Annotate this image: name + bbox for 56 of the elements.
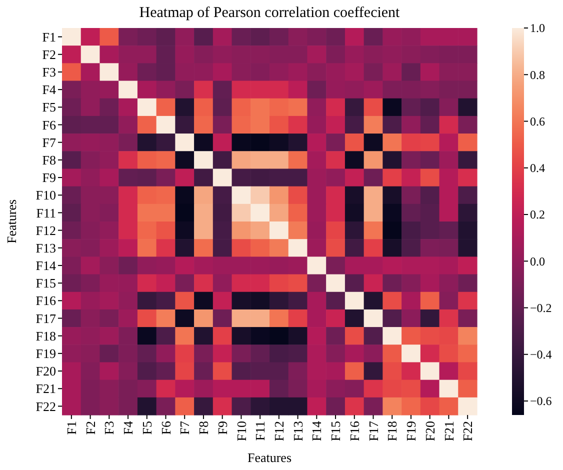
x-tick-label: F12 [271,421,286,442]
x-axis-title: Features [247,450,292,465]
x-tick-label: F10 [234,421,249,442]
color-bar-label: 0.8 [530,68,545,82]
y-tick-label: F17 [36,310,56,326]
y-tick-label: F12 [36,222,56,238]
x-tick-label: F20 [422,421,438,442]
x-tick-label: F17 [366,420,381,442]
y-tick-label: F3 [42,64,56,80]
x-tick-label: F7 [177,420,192,435]
x-tick-label: F16 [346,420,362,442]
y-tick-label: F5 [42,100,56,115]
x-tick-label: F3 [102,421,117,435]
y-tick-label: F13 [36,240,56,256]
x-tick-label: F14 [309,420,324,442]
color-bar-label: −0.4 [530,348,552,362]
y-tick-label: F14 [36,258,56,274]
x-tick-label: F5 [139,421,154,435]
x-tick-label: F1 [64,421,79,435]
y-tick-label: F2 [42,46,56,62]
y-tick-label: F21 [36,381,56,396]
y-tick-label: F9 [42,170,56,186]
y-tick-label: F8 [42,152,56,168]
y-tick-label: F6 [42,117,56,132]
x-tick-label: F22 [460,421,476,442]
y-tick-label: F11 [36,205,56,220]
x-tick-label: F11 [252,421,268,441]
color-bar-label: 0.4 [530,161,545,176]
color-bar-label: 0.6 [530,114,545,128]
x-tick-label: F13 [290,421,306,442]
x-tick-label: F21 [441,421,456,442]
chart-title: Heatmap of Pearson correlation coeffecient [139,5,401,21]
y-tick-label: F20 [36,364,56,379]
color-bar-label: −0.2 [530,300,552,315]
x-tick-label: F2 [82,421,98,435]
y-tick-label: F22 [36,398,56,414]
y-tick-label: F4 [42,82,56,98]
color-bar-label: −0.6 [530,394,552,408]
y-tick-label: F15 [36,276,56,291]
x-tick-label: F8 [196,421,212,435]
x-tick-label: F4 [120,420,136,435]
y-tick-label: F16 [36,293,56,308]
color-bar-label: 1.0 [530,21,545,36]
y-tick-label: F19 [36,346,56,361]
y-tick-label: F10 [36,188,56,203]
y-tick-label: F1 [42,29,56,44]
x-tick-label: F15 [328,421,344,442]
x-tick-label: F19 [404,421,419,442]
x-tick-label: F6 [158,420,174,435]
y-tick-label: F18 [36,328,56,344]
y-axis-title: Features [4,199,19,244]
x-tick-label: F9 [214,421,230,435]
color-bar-label: 0.2 [530,208,545,222]
color-bar-label: 0.0 [530,254,545,268]
y-tick-label: F7 [42,134,56,150]
x-tick-label: F18 [384,421,400,442]
